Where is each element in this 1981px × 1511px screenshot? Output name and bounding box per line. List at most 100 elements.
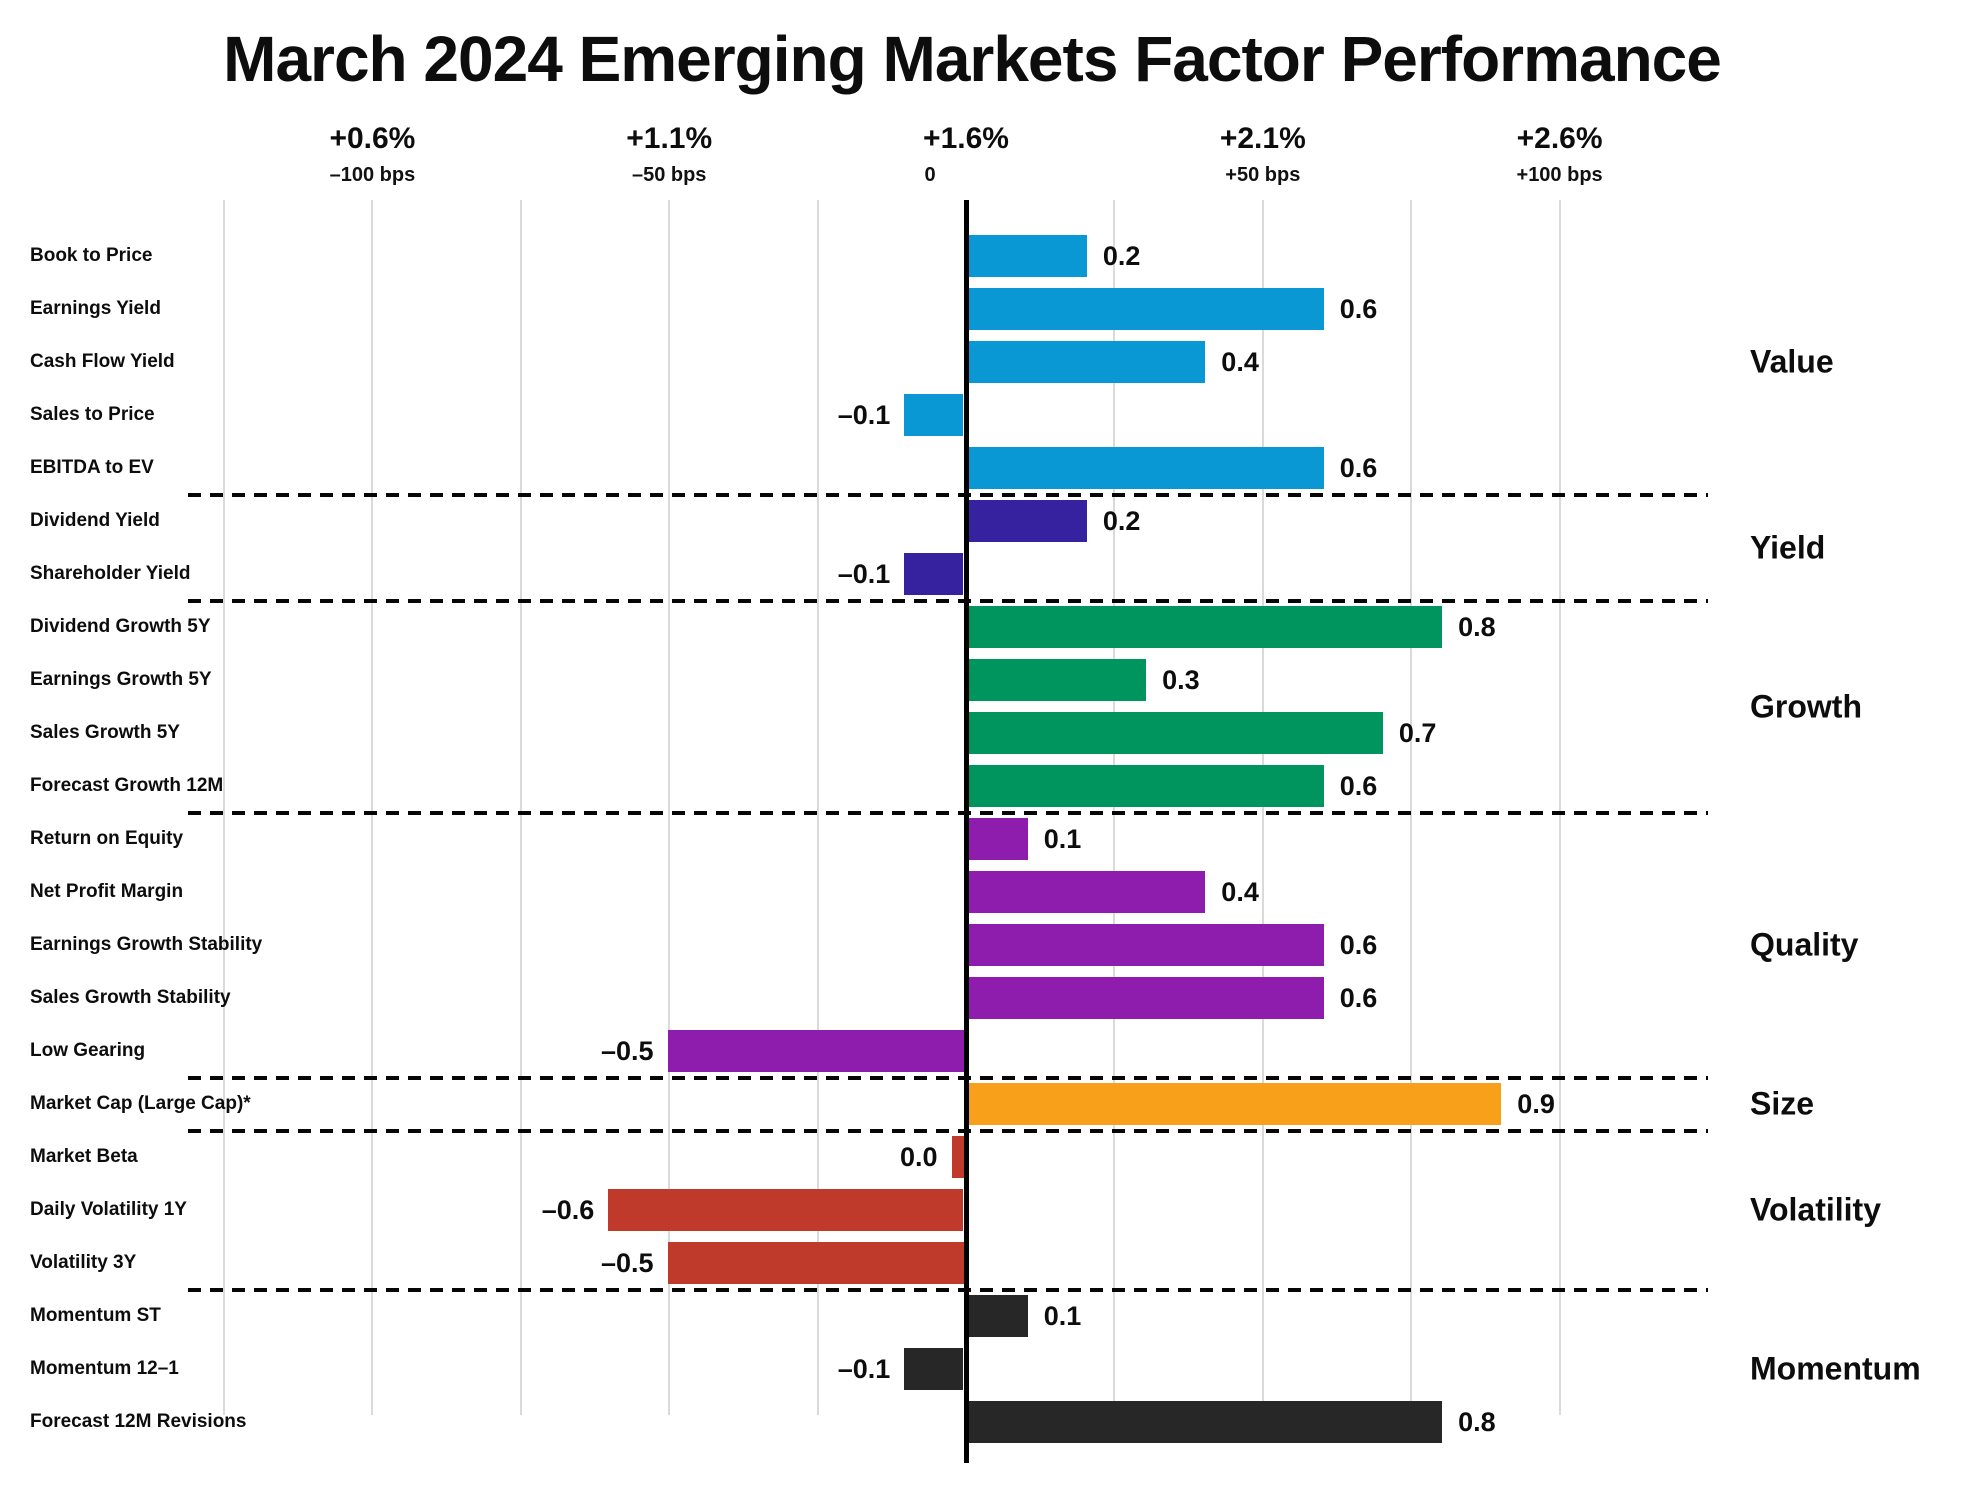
gridline (668, 200, 671, 1415)
row-label-ebitda-to-ev: EBITDA to EV (30, 457, 154, 478)
row-label-net-profit-margin: Net Profit Margin (30, 881, 184, 902)
bar-value-volatility-3y: –0.5 (600, 1248, 654, 1278)
axis-tick-pct: +1.6% (923, 122, 1009, 155)
category-label-size: Size (1750, 1085, 1815, 1122)
section-separator (188, 492, 1708, 497)
row-label-dividend-yield: Dividend Yield (30, 510, 160, 531)
bar-forecast-growth-12m (968, 765, 1324, 807)
bar-book-to-price (968, 235, 1087, 277)
gridline (816, 200, 819, 1415)
bar-value-cash-flow-yield: 0.4 (1221, 347, 1259, 377)
bar-volatility-3y (667, 1242, 964, 1284)
bar-value-forecast-growth-12m: 0.6 (1339, 771, 1378, 801)
section-separator (188, 1287, 1708, 1292)
chart-title: March 2024 Emerging Markets Factor Perfo… (223, 23, 1722, 95)
row-label-sales-growth-stability: Sales Growth Stability (30, 987, 231, 1008)
bar-forecast-12m-revisions (968, 1401, 1443, 1443)
row-label-cash-flow-yield: Cash Flow Yield (30, 351, 175, 372)
category-label-yield: Yield (1750, 529, 1826, 565)
bar-earnings-growth-stability (968, 924, 1324, 966)
axis-tick-pct: +2.1% (1219, 122, 1306, 155)
row-label-market-beta: Market Beta (30, 1146, 138, 1167)
bar-earnings-yield (968, 288, 1324, 330)
gridline (371, 200, 374, 1415)
bar-sales-to-price (904, 394, 964, 436)
bar-value-market-beta: 0.0 (899, 1142, 938, 1172)
bar-daily-volatility-1y (608, 1189, 964, 1231)
row-label-sales-to-price: Sales to Price (30, 404, 155, 425)
row-label-earnings-growth-stability: Earnings Growth Stability (30, 934, 263, 955)
row-label-daily-volatility-1y: Daily Volatility 1Y (30, 1199, 187, 1220)
bar-value-shareholder-yield: –0.1 (837, 559, 891, 589)
row-label-low-gearing: Low Gearing (30, 1040, 146, 1061)
bar-value-net-profit-margin: 0.4 (1221, 877, 1259, 907)
row-label-book-to-price: Book to Price (30, 245, 153, 266)
bar-value-momentum-12-1: –0.1 (837, 1354, 891, 1384)
row-label-momentum-st: Momentum ST (30, 1305, 161, 1326)
category-label-momentum: Momentum (1750, 1350, 1921, 1387)
axis-tick-bps: –50 bps (631, 164, 707, 186)
axis-tick-bps: +50 bps (1225, 164, 1301, 186)
bar-ebitda-to-ev (968, 447, 1324, 489)
bar-value-sales-to-price: –0.1 (837, 400, 891, 430)
section-separator (188, 598, 1708, 603)
bar-value-earnings-growth-5y: 0.3 (1162, 665, 1200, 695)
gridline (223, 200, 225, 1415)
row-label-earnings-yield: Earnings Yield (30, 298, 161, 319)
axis-tick-pct: +0.6% (329, 122, 416, 155)
bar-value-return-on-equity: 0.1 (1043, 824, 1082, 854)
bar-value-daily-volatility-1y: –0.6 (541, 1195, 595, 1225)
bar-cash-flow-yield (968, 341, 1206, 383)
axis-tick-pct: +2.6% (1516, 122, 1603, 155)
axis-tick-pct: +1.1% (626, 122, 713, 155)
gridline (1558, 200, 1561, 1415)
bar-momentum-12-1 (904, 1348, 964, 1390)
bar-value-ebitda-to-ev: 0.6 (1339, 453, 1378, 483)
bar-dividend-yield (968, 500, 1087, 542)
bar-sales-growth-5y (968, 712, 1383, 754)
bar-value-earnings-yield: 0.6 (1339, 294, 1378, 324)
bar-dividend-growth-5y (968, 606, 1443, 648)
bar-shareholder-yield (904, 553, 964, 595)
category-label-growth: Growth (1750, 688, 1862, 724)
bar-earnings-growth-5y (968, 659, 1147, 701)
bar-value-book-to-price: 0.2 (1102, 241, 1141, 271)
row-label-market-cap-large-cap: Market Cap (Large Cap)* (30, 1093, 251, 1114)
category-label-value: Value (1750, 343, 1834, 380)
bar-sales-growth-stability (968, 977, 1324, 1019)
row-label-sales-growth-5y: Sales Growth 5Y (30, 722, 180, 743)
bar-value-low-gearing: –0.5 (600, 1036, 654, 1066)
category-label-quality: Quality (1750, 926, 1859, 963)
axis-tick-bps: –100 bps (329, 164, 416, 186)
bar-value-dividend-growth-5y: 0.8 (1458, 612, 1496, 642)
row-label-volatility-3y: Volatility 3Y (30, 1252, 137, 1273)
zero-axis-line (963, 200, 969, 1463)
section-separator (188, 1128, 1708, 1133)
gridline (519, 200, 522, 1415)
section-separator (188, 1075, 1708, 1080)
bar-value-momentum-st: 0.1 (1043, 1301, 1082, 1331)
gridline (1113, 200, 1116, 1415)
row-label-forecast-growth-12m: Forecast Growth 12M (30, 775, 224, 796)
bar-value-sales-growth-stability: 0.6 (1339, 983, 1378, 1013)
axis-tick-bps: 0 (924, 164, 936, 186)
bar-value-sales-growth-5y: 0.7 (1398, 718, 1437, 748)
bar-value-forecast-12m-revisions: 0.8 (1458, 1407, 1496, 1437)
section-separator (188, 810, 1708, 815)
category-label-volatility: Volatility (1750, 1191, 1881, 1228)
bar-low-gearing (667, 1030, 964, 1072)
bar-net-profit-margin (968, 871, 1206, 913)
row-label-forecast-12m-revisions: Forecast 12M Revisions (30, 1411, 247, 1432)
gridline (1410, 200, 1413, 1415)
bar-value-earnings-growth-stability: 0.6 (1339, 930, 1378, 960)
axis-tick-bps: +100 bps (1516, 164, 1603, 186)
row-label-momentum-12-1: Momentum 12–1 (30, 1358, 179, 1379)
row-label-shareholder-yield: Shareholder Yield (30, 563, 191, 584)
bar-return-on-equity (968, 818, 1028, 860)
row-label-return-on-equity: Return on Equity (30, 828, 184, 849)
bar-market-cap-large-cap (968, 1083, 1502, 1125)
row-label-dividend-growth-5y: Dividend Growth 5Y (30, 616, 211, 637)
row-label-earnings-growth-5y: Earnings Growth 5Y (30, 669, 212, 690)
bar-market-beta (951, 1136, 964, 1178)
